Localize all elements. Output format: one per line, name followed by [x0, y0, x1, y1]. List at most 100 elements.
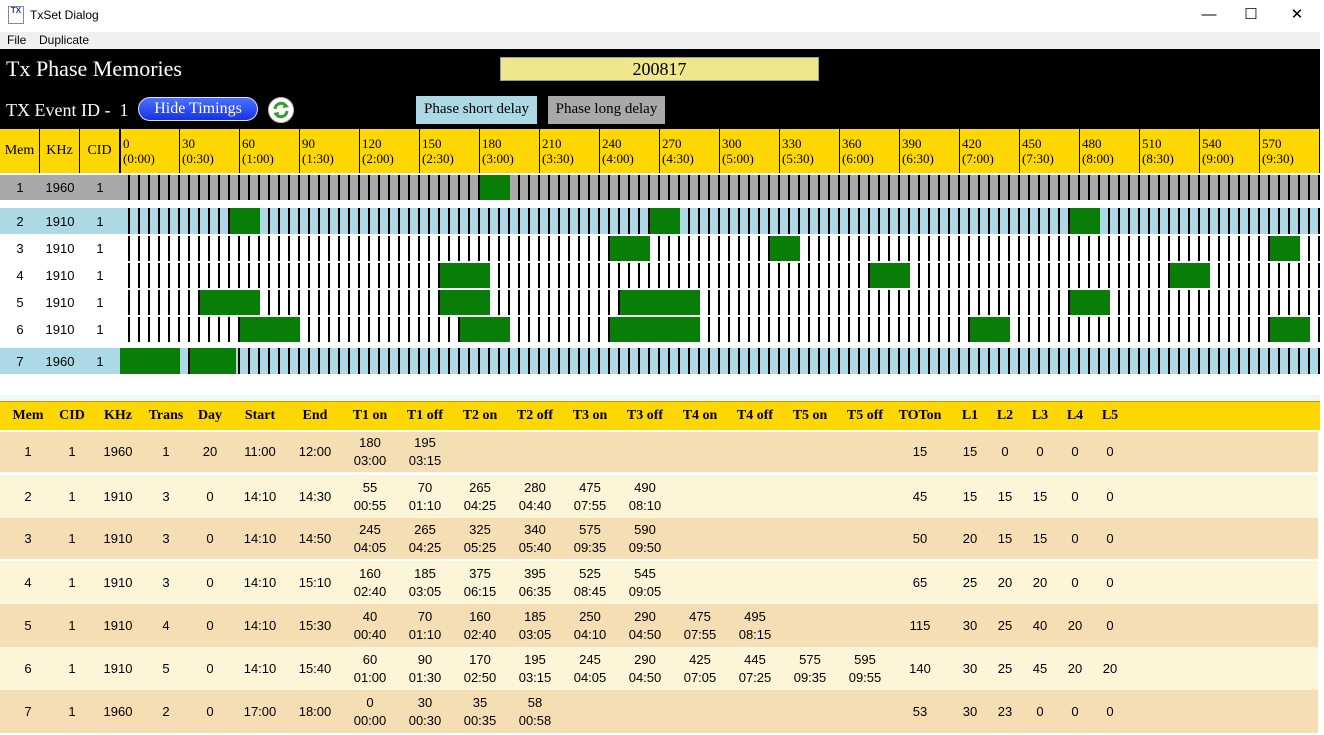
tick-line [908, 348, 910, 374]
tick-line [998, 208, 1000, 234]
timeline-track[interactable] [120, 236, 1320, 261]
timeline-track[interactable] [120, 290, 1320, 315]
tick-line [1028, 290, 1030, 315]
cell-cid-value: 1 [68, 617, 76, 633]
table-row[interactable]: 5 1 1910 4 0 14:10 15:30 40 00:40 70 01:10 160 02:40… [0, 604, 1318, 647]
tick-line [1088, 236, 1090, 261]
tick-line [188, 208, 190, 234]
tick-line [838, 263, 840, 288]
cell-timing-value: 09:35 [573, 539, 607, 555]
tick-line [1298, 290, 1300, 315]
tick-line [968, 236, 970, 261]
tick-line [668, 175, 670, 200]
timeline-track[interactable] [120, 208, 1320, 234]
tick-line [148, 263, 150, 288]
timeline-row[interactable]: 6 1910 1 [0, 317, 1320, 342]
tick-line [1248, 208, 1250, 234]
tick-line [288, 236, 290, 261]
tick-line [1218, 175, 1220, 200]
tick-line [678, 236, 680, 261]
tick-line [1268, 348, 1270, 374]
tick-line [638, 208, 640, 234]
tick-line [738, 236, 740, 261]
timeline-track[interactable] [120, 348, 1320, 374]
tick-line [1048, 348, 1050, 374]
table-row[interactable]: 3 1 1910 3 0 14:10 14:50 245 04:05 265 04:25 325 05:… [0, 518, 1318, 559]
tick-line [968, 263, 970, 288]
cell-trans-value: 3 [162, 488, 170, 504]
tick-line [678, 175, 680, 200]
hide-timings-button[interactable]: Hide Timings [138, 97, 258, 121]
cell-l5: 0 [1080, 475, 1140, 518]
cell-timing-value: 265 [469, 479, 491, 495]
cell-start-value: 14:10 [243, 617, 277, 633]
tick-line [598, 236, 600, 261]
timeline-track[interactable] [120, 175, 1320, 200]
timeline-row[interactable]: 5 1910 1 [0, 290, 1320, 315]
tick-line [408, 348, 410, 374]
tick-line [1048, 236, 1050, 261]
tick-line [158, 317, 160, 342]
timeline-track[interactable] [120, 263, 1320, 288]
timeline-track[interactable] [120, 317, 1320, 342]
tick-line [528, 208, 530, 234]
cell-l4-value: 20 [1067, 617, 1083, 633]
tick-line [138, 317, 140, 342]
tick-line [988, 263, 990, 288]
tick-line [678, 348, 680, 374]
timeline-row[interactable]: 1 1960 1 [0, 175, 1320, 200]
tick-line [438, 208, 440, 234]
table-row[interactable]: 2 1 1910 3 0 14:10 14:30 55 00:55 70 01:10 265 04:25… [0, 475, 1318, 518]
cell-timing: 70 01:10 [395, 475, 455, 518]
timeline-row[interactable]: 4 1910 1 [0, 263, 1320, 288]
tick-line [548, 317, 550, 342]
tick-line [1218, 317, 1220, 342]
cell-cid-value: 1 [68, 488, 76, 504]
timeline-row[interactable]: 7 1960 1 [0, 348, 1320, 374]
table-header [0, 401, 1320, 430]
tick-line [1128, 263, 1130, 288]
tick-line [1148, 236, 1150, 261]
tick-line [588, 263, 590, 288]
cell-trans: 3 [136, 561, 196, 604]
tick-line [318, 290, 320, 315]
on-block [120, 348, 180, 374]
maximize-icon[interactable]: ☐ [1244, 6, 1258, 23]
tick-line [1248, 317, 1250, 342]
cell-l4: 0 [1045, 432, 1105, 472]
tick-line [738, 348, 740, 374]
timeline-row[interactable]: 2 1910 1 [0, 208, 1320, 234]
table-col-t1-off: T1 off [406, 408, 444, 423]
tick-line [418, 263, 420, 288]
cell-timing-value: 00:58 [518, 712, 552, 728]
tick-line [538, 236, 540, 261]
table-row[interactable]: 1 1 1960 1 20 11:00 12:00 180 03:00 195 03:15 15 15 0… [0, 432, 1318, 472]
minimize-icon[interactable]: — [1201, 6, 1217, 23]
table-row[interactable]: 4 1 1910 3 0 14:10 15:10 160 02:40 185 03:05 375 06:… [0, 561, 1318, 604]
on-block [770, 236, 800, 261]
tick-line [1108, 175, 1110, 200]
timeline-cid: 1 [96, 353, 104, 369]
tick-line [988, 236, 990, 261]
phase-long-delay-button[interactable]: Phase long delay [548, 96, 665, 124]
tick-line [398, 175, 400, 200]
tick-minutes: 540 [1202, 136, 1222, 151]
timeline-row[interactable]: 3 1910 1 [0, 236, 1320, 261]
date-field[interactable]: 200817 [500, 57, 819, 81]
tick-line [1188, 208, 1190, 234]
tick-line [1058, 348, 1060, 374]
menu-file[interactable]: File [7, 33, 27, 47]
table-row[interactable]: 6 1 1910 5 0 14:10 15:40 60 01:00 90 01:30 170 02:50… [0, 647, 1318, 690]
phase-short-delay-button[interactable]: Phase short delay [416, 96, 537, 124]
cell-l2: 20 [975, 561, 1035, 604]
refresh-icon[interactable] [268, 97, 294, 123]
close-icon[interactable]: ✕ [1290, 6, 1304, 23]
menu-duplicate[interactable]: Duplicate [39, 33, 90, 47]
tick-line [458, 236, 460, 261]
tick-line [1188, 290, 1190, 315]
tick-line [638, 175, 640, 200]
tick-minutes: 120 [362, 136, 382, 151]
tick-line [1218, 208, 1220, 234]
cell-timing-value: 01:00 [353, 669, 387, 685]
table-row[interactable]: 7 1 1960 2 0 17:00 18:00 0 00:00 30 00:30 35 00:35 58… [0, 690, 1318, 733]
